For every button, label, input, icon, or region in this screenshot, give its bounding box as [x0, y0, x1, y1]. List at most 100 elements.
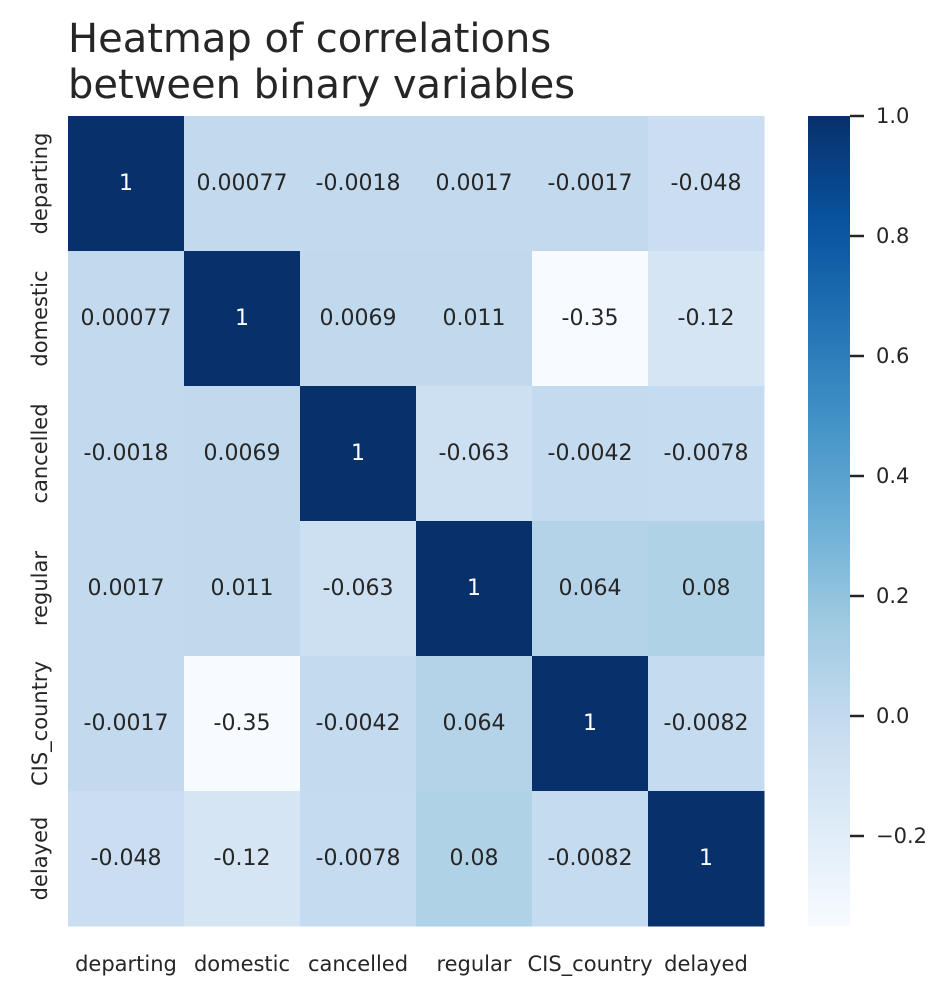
heatmap-cell: [416, 521, 533, 657]
heatmap-cell-label: 1: [235, 306, 249, 331]
heatmap-cell-label: 0.011: [443, 306, 506, 331]
heatmap-cell: [68, 791, 185, 927]
heatmap-cell: [416, 386, 533, 522]
heatmap-cell: [648, 656, 765, 792]
colorbar-tick-label: −0.2: [876, 824, 927, 848]
y-tick-labels: departing domestic cancelled regular CIS_cou…: [28, 133, 53, 901]
heatmap-cell: [532, 386, 649, 522]
colorbar-tick-label: 0.8: [876, 224, 909, 248]
heatmap-cell-label: -0.12: [678, 306, 735, 331]
heatmap-cell: [532, 116, 649, 252]
heatmap-cell-label: 0.00077: [81, 306, 172, 331]
heatmap-cell-label: -0.0082: [548, 846, 633, 871]
heatmap-cell: [68, 656, 185, 792]
heatmap-cell: [68, 251, 185, 387]
heatmap-cell-label: -0.063: [439, 441, 510, 466]
heatmap-cell: [532, 521, 649, 657]
heatmap-cell-label: -0.0017: [548, 171, 633, 196]
heatmap-cell-label: -0.0017: [84, 711, 169, 736]
heatmap-cell-label: 0.00077: [197, 171, 288, 196]
heatmap-cell: [300, 521, 417, 657]
x-tick-labels: departing domestic cancelled regular CIS_cou…: [75, 952, 748, 977]
heatmap-cell-label: 1: [119, 171, 133, 196]
colorbar-tick-label: 0.2: [876, 584, 909, 608]
heatmap-cell: [648, 251, 765, 387]
heatmap-cell: [416, 251, 533, 387]
heatmap-cell-label: -0.0078: [664, 441, 749, 466]
heatmap-cell-label: -0.0018: [316, 171, 401, 196]
heatmap-cell-label: 0.08: [682, 576, 731, 601]
y-tick-label: domestic: [28, 270, 52, 366]
heatmap-cell: [300, 791, 417, 927]
heatmap-cell: [300, 116, 417, 252]
heatmap-cell: [300, 251, 417, 387]
heatmap-cell-label: 1: [351, 441, 365, 466]
heatmap-cell-label: -0.063: [323, 576, 394, 601]
heatmap-cell: [532, 656, 649, 792]
heatmap-cell: [416, 656, 533, 792]
heatmap-cell: [648, 386, 765, 522]
heatmap-cell: [68, 116, 185, 252]
heatmap-cell-labels: 1 0.00077 -0.0018 0.0017 -0.0017 -0.048 0.0007…: [81, 171, 749, 871]
x-tick-label: delayed: [664, 952, 748, 976]
heatmap-cell-label: 0.0069: [204, 441, 281, 466]
y-tick-label: cancelled: [28, 403, 52, 503]
colorbar-tick-label: 1.0: [876, 104, 909, 128]
heatmap-cell: [648, 116, 765, 252]
x-tick-label: departing: [75, 952, 177, 976]
heatmap-cell-label: -0.35: [214, 711, 271, 736]
y-tick-label: delayed: [28, 817, 52, 901]
heatmap-cell-label: 0.08: [450, 846, 499, 871]
colorbar-tick-label: 0.0: [876, 704, 909, 728]
heatmap-cell-label: 0.011: [211, 576, 274, 601]
colorbar: [808, 116, 850, 926]
heatmap-cell: [648, 791, 765, 927]
heatmap-cell: [416, 791, 533, 927]
x-tick-label: CIS_country: [528, 952, 653, 977]
heatmap-cell: [184, 251, 301, 387]
y-tick-label: departing: [28, 133, 52, 235]
heatmap-cell-label: -0.048: [671, 171, 742, 196]
heatmap-cell-label: 0.064: [559, 576, 622, 601]
heatmap-cell: [300, 386, 417, 522]
heatmap-cell-label: -0.0042: [316, 711, 401, 736]
heatmap-cell: [68, 521, 185, 657]
heatmap-cell-label: 0.0017: [88, 576, 165, 601]
heatmap-cell: [184, 656, 301, 792]
x-tick-label: regular: [436, 952, 511, 976]
heatmap-cell-label: -0.12: [214, 846, 271, 871]
chart-title-line: Heatmap of correlations: [68, 16, 551, 62]
chart-title: Heatmap of correlations between binary va…: [68, 16, 575, 108]
heatmap-cell-label: 1: [467, 576, 481, 601]
heatmap-cell: [532, 791, 649, 927]
heatmap-cell-label: 0.0017: [436, 171, 513, 196]
heatmap-cell-label: 1: [583, 711, 597, 736]
heatmap-cell: [532, 251, 649, 387]
colorbar-tick-label: 0.4: [876, 464, 909, 488]
x-tick-label: domestic: [194, 952, 290, 976]
chart-title-line: between binary variables: [68, 62, 575, 108]
heatmap-cell-label: 0.0069: [320, 306, 397, 331]
x-tick-label: cancelled: [308, 952, 408, 976]
heatmap-cells: [68, 116, 765, 927]
heatmap-cell-label: -0.048: [91, 846, 162, 871]
y-tick-label: regular: [28, 551, 52, 626]
heatmap-cell-label: -0.35: [562, 306, 619, 331]
heatmap-cell-label: -0.0082: [664, 711, 749, 736]
colorbar-ticks: 1.0 0.8 0.6 0.4 0.2 0.0 −0.2: [850, 104, 927, 848]
heatmap-cell-label: -0.0018: [84, 441, 169, 466]
colorbar-tick-label: 0.6: [876, 344, 909, 368]
heatmap-cell: [648, 521, 765, 657]
heatmap-cell: [184, 116, 301, 252]
heatmap-cell: [300, 656, 417, 792]
heatmap-cell: [68, 386, 185, 522]
heatmap-cell: [184, 791, 301, 927]
heatmap-cell-label: -0.0078: [316, 846, 401, 871]
y-tick-label: CIS_country: [28, 661, 53, 786]
heatmap-cell-label: 1: [699, 846, 713, 871]
heatmap-cell: [416, 116, 533, 252]
heatmap-cell: [184, 386, 301, 522]
heatmap-cell-label: 0.064: [443, 711, 506, 736]
